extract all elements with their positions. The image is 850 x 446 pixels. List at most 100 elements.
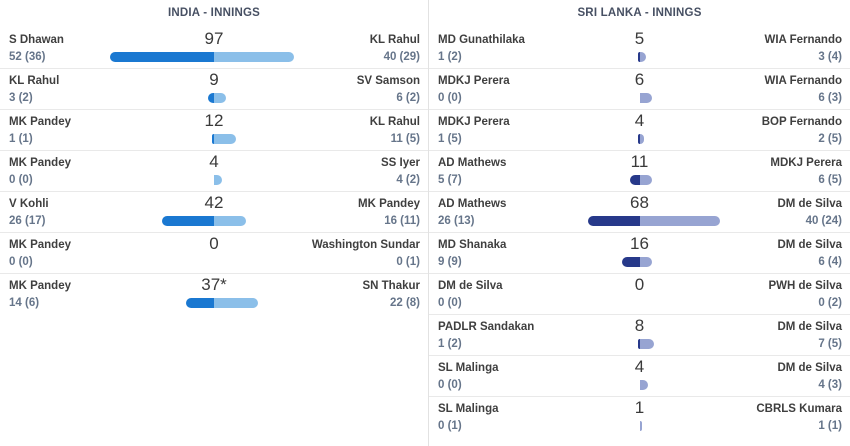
partnership-row: AD Mathews 11 MDKJ Perera 5 (7) 6 (5) <box>429 151 850 192</box>
partnership-total: 0 <box>209 234 219 253</box>
partnership-row: MDKJ Perera 6 WIA Fernando 0 (0) 6 (3) <box>429 69 850 110</box>
partnership-total: 37* <box>201 275 227 294</box>
right-batsman-score: 1 (1) <box>818 420 842 432</box>
right-batsman-name: DM de Silva <box>777 198 842 210</box>
bar-partner-segment <box>639 216 720 226</box>
partnership-row: SL Malinga 1 CBRLS Kumara 0 (1) 1 (1) <box>429 397 850 438</box>
left-batsman-name: MD Shanaka <box>438 239 507 251</box>
right-batsman-name: MDKJ Perera <box>770 157 842 169</box>
right-batsman-name: BOP Fernando <box>761 116 842 128</box>
left-batsman-score: 3 (2) <box>9 92 33 104</box>
partnership-total: 97 <box>204 29 224 48</box>
partnership-row: DM de Silva 0 PWH de Silva 0 (0) 0 (2) <box>429 274 850 315</box>
left-batsman-name: MK Pandey <box>9 116 71 128</box>
right-batsman-score: 6 (2) <box>396 92 420 104</box>
partnership-total: 1 <box>634 398 645 417</box>
left-batsman-name: MD Gunathilaka <box>438 34 525 46</box>
bar-striker-segment <box>637 134 640 144</box>
right-batsman-name: WIA Fernando <box>764 34 842 46</box>
partnership-row: MD Gunathilaka 5 WIA Fernando 1 (2) 3 (4… <box>429 28 850 69</box>
right-batsman-name: Washington Sundar <box>311 239 420 251</box>
partnership-row: MK Pandey 37* SN Thakur 14 (6) 22 (8) <box>0 274 428 315</box>
left-batsman-name: SL Malinga <box>438 362 499 374</box>
bar-striker-segment <box>637 52 640 62</box>
partnership-row: PADLR Sandakan 8 DM de Silva 1 (2) 7 (5) <box>429 315 850 356</box>
left-batsman-name: SL Malinga <box>438 403 499 415</box>
partnership-total: 11 <box>630 152 649 171</box>
left-batsman-name: AD Mathews <box>438 157 507 169</box>
rows-container-india: S Dhawan 97 KL Rahul 52 (36) 40 (29) KL … <box>0 28 428 315</box>
right-batsman-score: 6 (5) <box>818 174 842 186</box>
right-batsman-name: DM de Silva <box>777 321 842 333</box>
partnership-row: MK Pandey 4 SS Iyer 0 (0) 4 (2) <box>0 151 428 192</box>
rows-container-sri-lanka: MD Gunathilaka 5 WIA Fernando 1 (2) 3 (4… <box>429 28 850 438</box>
left-batsman-score: 1 (2) <box>438 338 462 350</box>
partnership-row: MDKJ Perera 4 BOP Fernando 1 (5) 2 (5) <box>429 110 850 151</box>
partnership-total: 16 <box>630 234 649 253</box>
bar-partner-segment <box>214 93 226 103</box>
left-batsman-name: S Dhawan <box>9 34 64 46</box>
bar-striker-segment <box>208 93 214 103</box>
partnership-row: S Dhawan 97 KL Rahul 52 (36) 40 (29) <box>0 28 428 69</box>
right-batsman-score: 11 (5) <box>390 133 420 145</box>
left-batsman-name: PADLR Sandakan <box>438 321 535 333</box>
bar-partner-segment <box>639 52 646 62</box>
left-batsman-name: MDKJ Perera <box>438 75 510 87</box>
partnership-total: 8 <box>634 316 645 335</box>
right-batsman-score: 40 (24) <box>805 215 842 227</box>
partnership-total: 68 <box>630 193 649 212</box>
right-batsman-name: SN Thakur <box>362 280 420 292</box>
innings-panel-india: INDIA - INNINGS S Dhawan 97 KL Rahul 52 … <box>0 0 429 446</box>
bar-partner-segment <box>639 339 654 349</box>
left-batsman-score: 14 (6) <box>9 297 40 309</box>
innings-title-india: INDIA - INNINGS <box>167 7 261 19</box>
partnership-row: SL Malinga 4 DM de Silva 0 (0) 4 (3) <box>429 356 850 397</box>
bar-striker-segment <box>629 175 640 185</box>
partnership-total: 5 <box>634 29 645 48</box>
left-batsman-score: 0 (1) <box>438 420 462 432</box>
left-batsman-score: 52 (36) <box>9 51 46 63</box>
right-batsman-name: SS Iyer <box>381 157 420 169</box>
bar-partner-segment <box>639 257 652 267</box>
left-batsman-score: 26 (17) <box>9 215 46 227</box>
bar-partner-segment <box>214 134 236 144</box>
left-batsman-name: AD Mathews <box>438 198 507 210</box>
right-batsman-name: CBRLS Kumara <box>756 403 842 415</box>
left-batsman-score: 1 (1) <box>9 133 33 145</box>
bar-striker-segment <box>587 216 640 226</box>
partnership-row: AD Mathews 68 DM de Silva 26 (13) 40 (24… <box>429 192 850 233</box>
partnership-total: 9 <box>209 70 219 89</box>
bar-partner-segment <box>639 175 652 185</box>
left-batsman-name: MK Pandey <box>9 280 71 292</box>
partnership-total: 6 <box>634 70 645 89</box>
bar-partner-segment <box>639 134 644 144</box>
partnership-total: 0 <box>634 275 645 294</box>
partnership-row: MK Pandey 0 Washington Sundar 0 (0) 0 (1… <box>0 233 428 274</box>
right-batsman-score: 6 (4) <box>818 256 842 268</box>
left-batsman-score: 0 (0) <box>9 256 33 268</box>
bar-partner-segment <box>214 298 258 308</box>
partnership-row: MK Pandey 12 KL Rahul 1 (1) 11 (5) <box>0 110 428 151</box>
bar-striker-segment <box>637 339 640 349</box>
right-batsman-name: KL Rahul <box>369 34 420 46</box>
bar-partner-segment <box>214 52 294 62</box>
right-batsman-score: 16 (11) <box>384 215 420 227</box>
right-batsman-score: 4 (3) <box>818 379 842 391</box>
right-batsman-score: 0 (1) <box>396 256 420 268</box>
right-batsman-score: 6 (3) <box>818 92 842 104</box>
right-batsman-name: MK Pandey <box>358 198 420 210</box>
right-batsman-score: 3 (4) <box>818 51 842 63</box>
right-batsman-score: 4 (2) <box>396 174 420 186</box>
bar-partner-segment <box>639 380 648 390</box>
right-batsman-name: KL Rahul <box>369 116 420 128</box>
innings-title-sri-lanka: SRI LANKA - INNINGS <box>577 7 702 19</box>
bar-striker-segment <box>162 216 214 226</box>
innings-panel-sri-lanka: SRI LANKA - INNINGS MD Gunathilaka 5 WIA… <box>429 0 850 446</box>
right-batsman-name: SV Samson <box>356 75 420 87</box>
bar-striker-segment <box>110 52 214 62</box>
bar-striker-segment <box>621 257 640 267</box>
right-batsman-name: DM de Silva <box>777 362 842 374</box>
partnership-total: 12 <box>204 111 224 130</box>
partnership-total: 4 <box>634 357 645 376</box>
